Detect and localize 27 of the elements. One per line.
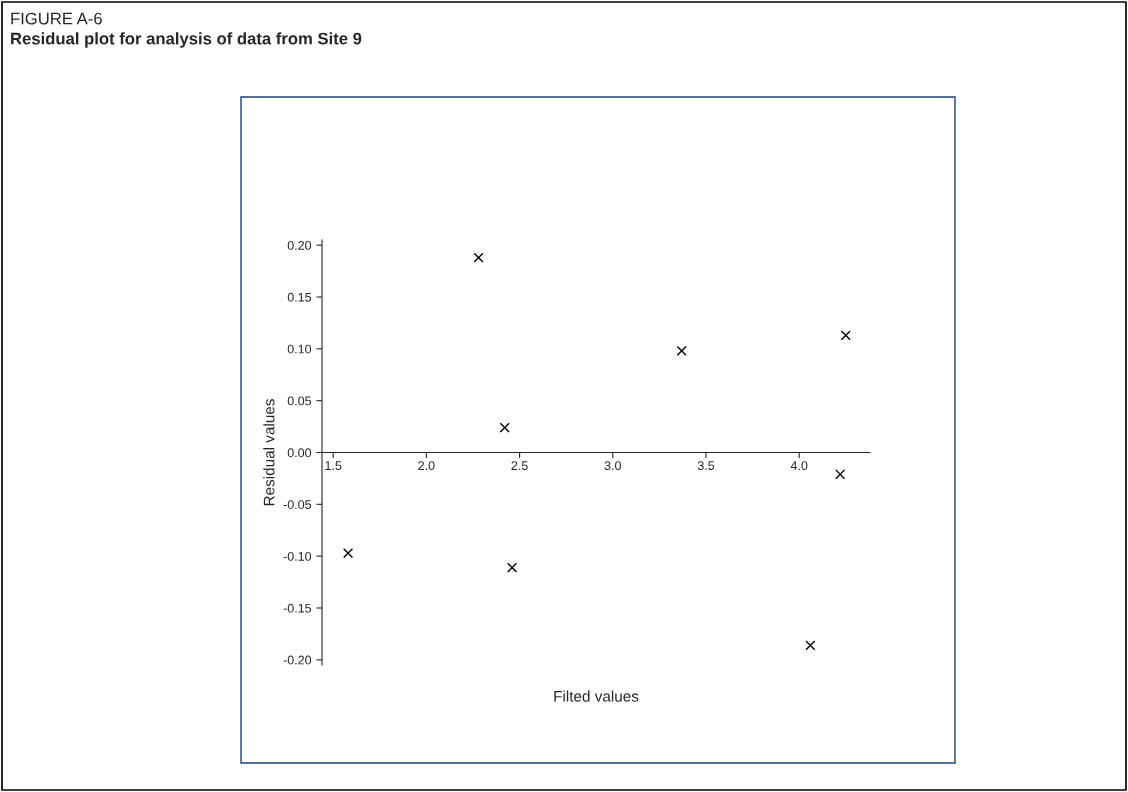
y-tick-label: 0.15	[287, 292, 312, 302]
x-tick-label: 3.5	[697, 461, 715, 471]
y-axis-title: Residual values	[263, 399, 275, 506]
x-tick-label: 2.0	[418, 461, 435, 471]
point	[805, 640, 816, 651]
x-tick-label: 2.5	[511, 461, 528, 471]
point	[676, 345, 687, 357]
x-tick-label: 3.0	[604, 461, 621, 471]
y-tick-label: 0.00	[287, 448, 312, 458]
text: FIGURE A-6	[11, 12, 102, 25]
point	[473, 252, 484, 263]
x-axis-title: Filted values	[554, 690, 639, 702]
x-tick-label: 4.0	[790, 461, 808, 471]
point	[835, 469, 846, 480]
y-tick-label: 0.20	[287, 240, 312, 250]
y-tick-label: -0.10	[283, 551, 312, 561]
y-tick-label: -0.05	[283, 500, 312, 509]
y-tick-label: 0.05	[287, 396, 312, 406]
point	[840, 330, 851, 341]
y-tick-label: -0.20	[283, 655, 312, 665]
text: Residual plot for analysis of data from Site 9	[11, 32, 362, 48]
x-tick-label: 1.5	[325, 461, 342, 471]
point	[343, 547, 354, 559]
point	[507, 562, 518, 573]
y-tick-label: -0.15	[283, 603, 312, 613]
y-tick-label: 0.10	[287, 344, 312, 354]
point	[499, 422, 510, 433]
